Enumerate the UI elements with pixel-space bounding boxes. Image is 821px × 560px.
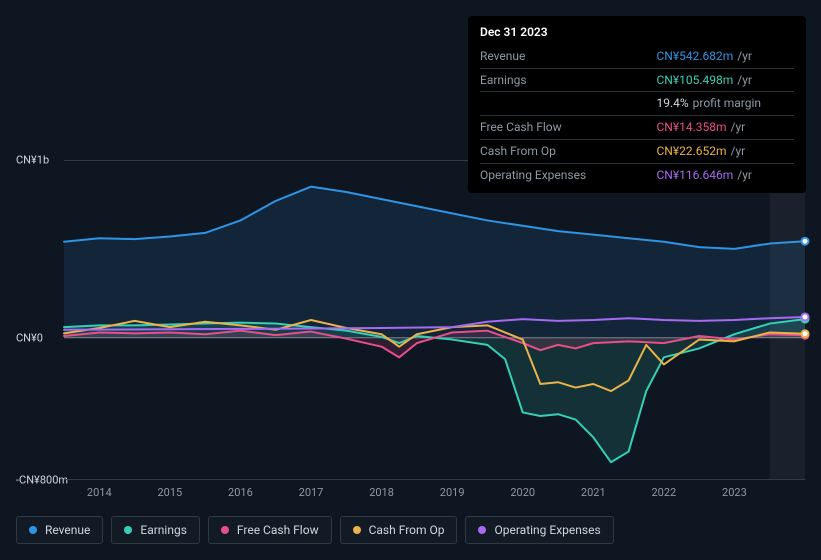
x-tick-label: 2015 xyxy=(157,486,182,499)
legend-item-earnings[interactable]: Earnings xyxy=(111,516,200,544)
x-tick-label: 2018 xyxy=(369,486,394,499)
tooltip-row-value: CN¥22.652m/yr xyxy=(656,139,794,163)
x-tick-label: 2019 xyxy=(440,486,465,499)
tooltip-row-value: CN¥105.498m/yr xyxy=(656,68,794,92)
tooltip-table: RevenueCN¥542.682m/yrEarningsCN¥105.498m… xyxy=(480,45,794,187)
legend-item-fcf[interactable]: Free Cash Flow xyxy=(208,516,332,544)
chart-screenshot: Dec 31 2023 RevenueCN¥542.682m/yrEarning… xyxy=(0,0,821,560)
legend-swatch xyxy=(221,526,229,534)
x-tick-label: 2020 xyxy=(510,486,535,499)
legend-swatch xyxy=(353,526,361,534)
legend: Revenue Earnings Free Cash Flow Cash From O… xyxy=(16,516,614,544)
x-tick-label: 2017 xyxy=(299,486,324,499)
legend-item-revenue[interactable]: Revenue xyxy=(16,516,103,544)
tooltip-row-label: Cash From Op xyxy=(480,139,656,163)
legend-item-cfo[interactable]: Cash From Op xyxy=(340,516,458,544)
tooltip-row-value: 19.4%profit margin xyxy=(656,92,794,116)
legend-label: Revenue xyxy=(45,523,90,537)
x-tick-label: 2016 xyxy=(228,486,253,499)
tooltip-row-label xyxy=(480,92,656,116)
chart-tooltip: Dec 31 2023 RevenueCN¥542.682m/yrEarning… xyxy=(468,16,806,193)
legend-swatch xyxy=(124,526,132,534)
legend-label: Cash From Op xyxy=(369,523,445,537)
legend-label: Free Cash Flow xyxy=(237,523,319,537)
tooltip-row-label: Operating Expenses xyxy=(480,163,656,186)
legend-label: Earnings xyxy=(140,523,187,537)
tooltip-row-label: Earnings xyxy=(480,68,656,92)
x-axis: 2014 2015 2016 2017 2018 2019 2020 2021 2022 2023 xyxy=(16,486,805,502)
x-tick-label: 2014 xyxy=(87,486,112,499)
tooltip-row-label: Free Cash Flow xyxy=(480,116,656,140)
legend-item-opex[interactable]: Operating Expenses xyxy=(465,516,613,544)
tooltip-row-label: Revenue xyxy=(480,45,656,68)
x-tick-label: 2023 xyxy=(722,486,747,499)
x-tick-label: 2021 xyxy=(581,486,606,499)
tooltip-row-value: CN¥116.646m/yr xyxy=(656,163,794,186)
chart-area: CN¥1bCN¥0-CN¥800m xyxy=(16,160,805,500)
tooltip-row-value: CN¥14.358m/yr xyxy=(656,116,794,140)
chart-svg[interactable] xyxy=(16,160,805,480)
legend-swatch xyxy=(478,526,486,534)
x-tick-label: 2022 xyxy=(651,486,676,499)
tooltip-date: Dec 31 2023 xyxy=(480,24,794,41)
legend-label: Operating Expenses xyxy=(494,523,600,537)
tooltip-row-value: CN¥542.682m/yr xyxy=(656,45,794,68)
legend-swatch xyxy=(29,526,37,534)
